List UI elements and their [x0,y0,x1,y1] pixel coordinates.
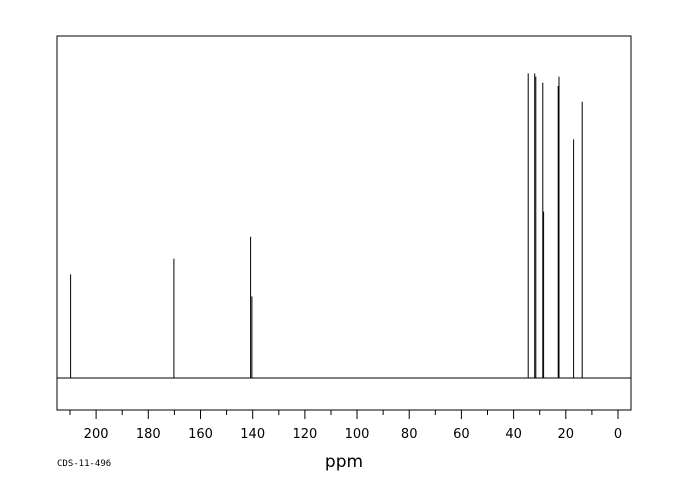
x-axis-ticks: 200 180 160 140 120 100 80 60 40 20 0 [69,410,622,442]
spectrum-code-label: CDS-11-496 [57,459,111,469]
x-tick-label-180: 180 [136,427,161,442]
x-tick-label-60: 60 [453,427,470,442]
x-tick-label-80: 80 [401,427,418,442]
plot-frame [56,35,632,411]
x-tick-label-160: 160 [188,427,213,442]
x-tick-label-20: 20 [558,427,575,442]
x-tick-label-100: 100 [345,427,370,442]
x-tick-label-40: 40 [505,427,522,442]
x-tick-label-120: 120 [292,427,317,442]
x-tick-label-140: 140 [240,427,265,442]
x-tick-label-200: 200 [84,427,109,442]
peak-group [70,73,583,378]
x-tick-label-0: 0 [614,427,622,442]
x-axis-label: ppm [325,452,363,472]
